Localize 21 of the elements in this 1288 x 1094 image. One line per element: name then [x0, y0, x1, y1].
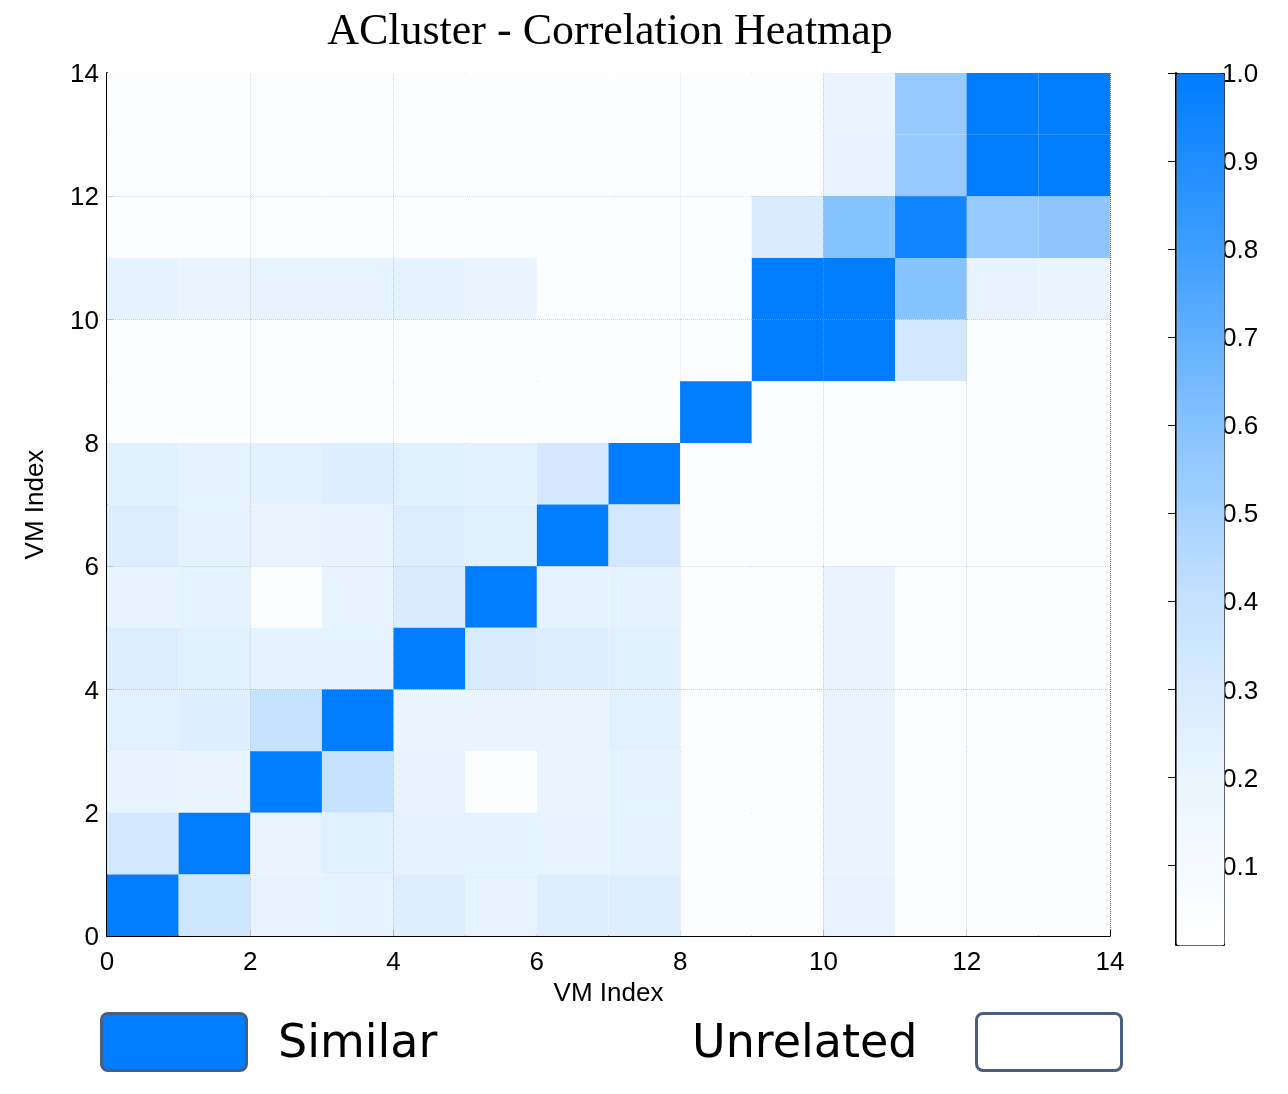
- y-tick-label: 10: [70, 304, 99, 335]
- x-tick-label: 8: [672, 946, 688, 977]
- x-tick-label: 12: [952, 946, 982, 977]
- y-tick-label: 6: [84, 551, 99, 582]
- x-tick-label: 10: [808, 946, 838, 977]
- x-tick-label: 6: [529, 946, 545, 977]
- y-tick-label: 4: [84, 674, 99, 705]
- x-axis-title: VM Index: [553, 977, 664, 1007]
- text: Similar: [278, 1014, 438, 1068]
- y-tick-label: 0: [84, 921, 99, 952]
- text: Unrelated: [692, 1014, 918, 1068]
- y-tick-label: 12: [70, 181, 99, 212]
- y-tick-label: 2: [84, 797, 99, 828]
- x-tick-label: 4: [386, 946, 401, 977]
- y-tick-label: 8: [84, 427, 99, 458]
- color-bar-label: 1.0: [1222, 58, 1259, 88]
- x-tick-label: 14: [1095, 946, 1125, 977]
- y-tick-label: 14: [70, 58, 99, 88]
- x-tick-label: 2: [243, 946, 258, 977]
- chart-title: ACluster - Correlation Heatmap: [327, 4, 893, 54]
- y-axis-title: VM Index: [19, 449, 49, 560]
